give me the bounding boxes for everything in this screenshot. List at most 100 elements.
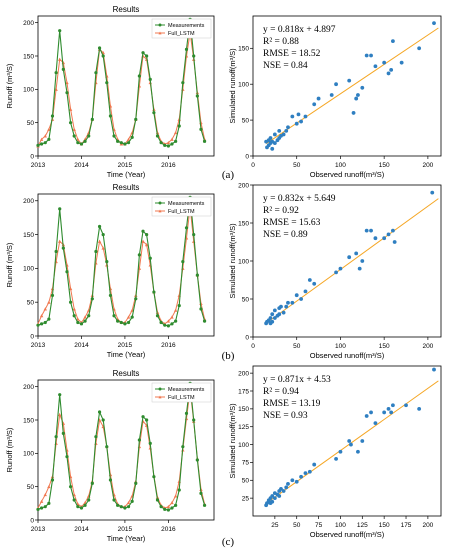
line-chart-ytick-label: 50 [27, 299, 35, 306]
legend-marker [158, 209, 162, 213]
scatter-chart-ytick-label: 25 [242, 495, 250, 502]
measurements-point [97, 224, 102, 229]
line-chart-title: Results [113, 369, 140, 378]
scatter-point [270, 499, 275, 504]
measurements-point [50, 478, 55, 482]
line-chart-frame [37, 15, 215, 157]
scatter-point [382, 60, 387, 65]
scatter-point [338, 266, 343, 271]
scatter-point [382, 236, 387, 241]
scatter-point [369, 228, 373, 233]
stats-line-0: y = 0.871x + 4.53 [263, 375, 331, 385]
measurements-point [50, 293, 55, 298]
scatter-point [307, 469, 312, 474]
measurements-point [112, 134, 116, 138]
legend-marker [158, 201, 162, 205]
measurements-point [97, 46, 102, 50]
measurements-point [90, 481, 94, 485]
legend-box [151, 196, 212, 217]
measurements-point [94, 249, 98, 254]
scatter-point [307, 278, 312, 282]
measurements-point [152, 475, 156, 479]
line-chart-frame [37, 193, 215, 337]
measurements-point [90, 117, 94, 121]
scatter-chart-frame [252, 365, 442, 517]
scatter-chart-ytick-label: 50 [242, 478, 250, 485]
measurements-point [174, 319, 178, 323]
scatter-chart-ytick-label: 100 [238, 258, 249, 265]
scatter-point [334, 82, 338, 87]
scatter-point [272, 316, 277, 320]
line-chart-ylabel: Runoff (m³/S) [5, 427, 14, 472]
measurements-point [112, 498, 116, 502]
scatter-point [299, 119, 303, 124]
measurements-point [195, 273, 199, 277]
scatter-chart-ytick-label: 200 [238, 370, 249, 377]
measurements-point [54, 435, 58, 439]
measurements-point [116, 503, 120, 507]
measurements-point [108, 293, 113, 298]
scatter-chart-frame [252, 15, 442, 157]
measurements-point [119, 141, 123, 145]
measurements-point [148, 441, 152, 445]
measurements-point [58, 207, 62, 211]
line-chart-ytick-label: 50 [27, 484, 35, 491]
measurements-point [108, 114, 113, 118]
legend-label: Full_LSTM [168, 395, 195, 401]
scatter-point [364, 228, 369, 233]
stats-line-3: NSE = 0.93 [263, 411, 308, 421]
full-lstm-point [173, 494, 178, 498]
measurements-point [199, 307, 203, 311]
stats-line-1: R² = 0.94 [263, 387, 299, 397]
scatter-point [391, 403, 395, 408]
scatter-point [386, 232, 391, 237]
scatter-chart-ytick-label: 0 [245, 153, 249, 160]
measurements-point [54, 71, 58, 75]
measurements-point [199, 127, 203, 131]
full-lstm-point [68, 107, 73, 111]
charts-layer: 2013 2014 2015 2016 0 50 100 150 200 Results Time … [5, 5, 442, 543]
legend-box [151, 18, 212, 39]
line-chart-ylabel: Runoff (m³/S) [5, 242, 14, 287]
scatter-point [382, 410, 387, 415]
line-chart-1: 2013 2014 2015 2016 0 50 100 150 200 Results Time … [5, 183, 215, 359]
scatter-point [432, 21, 436, 26]
legend-label: Full_LSTM [168, 31, 195, 37]
full-lstm-point [43, 492, 47, 497]
measurements-point [181, 81, 185, 85]
scatter-chart-xtick-label: 125 [357, 522, 368, 529]
scatter-point [316, 96, 321, 101]
panel-label-a: (a) [222, 169, 235, 181]
measurements-point [40, 506, 44, 510]
line-chart-title: Results [113, 183, 140, 192]
scatter-point [303, 471, 308, 476]
full-lstm-point [54, 87, 58, 91]
measurements-point [195, 458, 199, 462]
measurements-point [65, 270, 69, 274]
measurements-point [166, 144, 170, 148]
scatter-point [290, 114, 295, 119]
scatter-point [281, 132, 286, 137]
measurements-point [134, 297, 138, 301]
line-chart-ytick-label: 100 [23, 266, 34, 273]
line-chart-ytick-label: 0 [30, 333, 34, 340]
scatter-chart-ytick-label: 200 [238, 182, 249, 189]
scatter-point [417, 46, 422, 51]
measurements-point [105, 81, 109, 85]
measurements-point [137, 74, 141, 78]
line-chart-xtick-label: 2013 [31, 342, 46, 349]
scatter-chart-xtick-label: 25 [271, 522, 279, 529]
scatter-chart-xtick-label: 0 [251, 162, 255, 169]
measurements-point [79, 322, 84, 326]
measurements-point [174, 139, 178, 143]
scatter-point [286, 125, 290, 130]
measurements-point [43, 320, 47, 325]
full-lstm-point [141, 239, 145, 243]
scatter-point [277, 312, 282, 317]
measurements-point [90, 297, 94, 301]
legend-marker [158, 387, 162, 391]
measurements-point [170, 142, 174, 146]
measurements-point [126, 320, 131, 325]
legend-label: Measurements [168, 201, 205, 207]
